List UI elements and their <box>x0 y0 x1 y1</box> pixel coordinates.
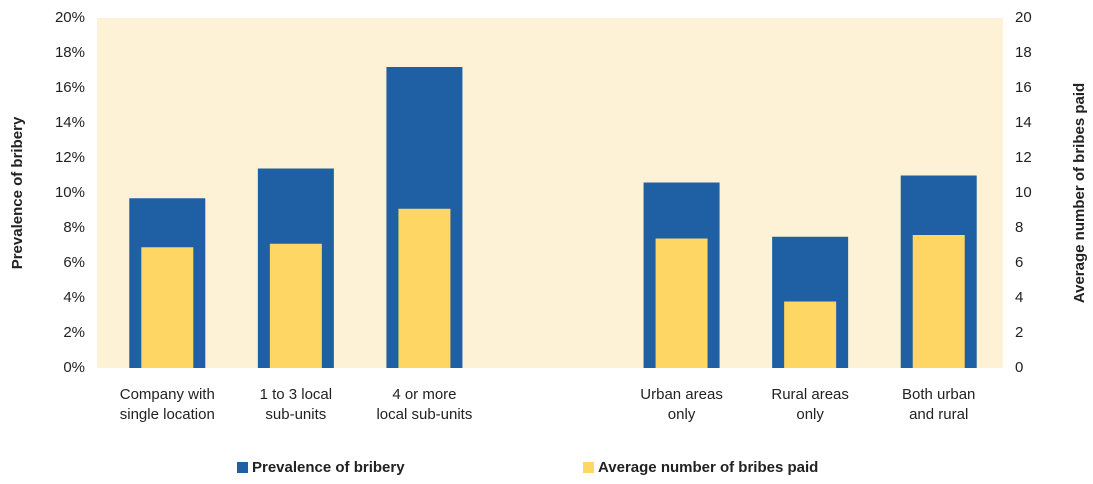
y2-tick-label: 14 <box>1015 114 1032 131</box>
x-tick-label: Rural areas only <box>771 386 849 423</box>
y2-tick-label: 10 <box>1015 184 1032 201</box>
y2-tick-label: 2 <box>1015 324 1023 341</box>
x-tick-label: 1 to 3 local sub-units <box>259 386 333 423</box>
legend-swatch <box>237 462 248 473</box>
y-tick-label: 2% <box>63 324 85 341</box>
x-tick-label: Both urban and rural <box>902 386 976 423</box>
y2-tick-label: 18 <box>1015 44 1032 61</box>
bar <box>655 238 708 368</box>
legend-label: Prevalence of bribery <box>252 459 405 476</box>
y-tick-label: 18% <box>55 44 85 61</box>
y-tick-label: 6% <box>63 254 85 271</box>
y-axis-title: Prevalence of bribery <box>9 116 26 269</box>
y2-tick-label: 16 <box>1015 79 1032 96</box>
y2-tick-label: 0 <box>1015 359 1023 376</box>
y2-tick-label: 20 <box>1015 9 1032 26</box>
legend-swatch <box>583 462 594 473</box>
y2-tick-label: 6 <box>1015 254 1023 271</box>
y-tick-label: 4% <box>63 289 85 306</box>
bar <box>141 247 194 368</box>
y-tick-label: 20% <box>55 9 85 26</box>
y-tick-label: 0% <box>63 359 85 376</box>
y2-axis-title: Average number of bribes paid <box>1071 83 1088 303</box>
y-tick-label: 8% <box>63 219 85 236</box>
y2-tick-label: 12 <box>1015 149 1032 166</box>
bar <box>912 235 965 368</box>
plot-background <box>97 18 1003 368</box>
y-tick-label: 12% <box>55 149 85 166</box>
y-tick-label: 16% <box>55 79 85 96</box>
y2-tick-label: 8 <box>1015 219 1023 236</box>
bar <box>784 301 837 368</box>
x-tick-label: Company with single location <box>119 386 215 423</box>
legend-label: Average number of bribes paid <box>598 459 818 476</box>
x-tick-label: Urban areas only <box>640 386 723 423</box>
y-tick-label: 10% <box>55 184 85 201</box>
y2-tick-label: 4 <box>1015 289 1023 306</box>
bar <box>398 208 451 368</box>
y-tick-label: 14% <box>55 114 85 131</box>
bar <box>269 243 322 368</box>
x-tick-label: 4 or more local sub-units <box>376 386 473 423</box>
